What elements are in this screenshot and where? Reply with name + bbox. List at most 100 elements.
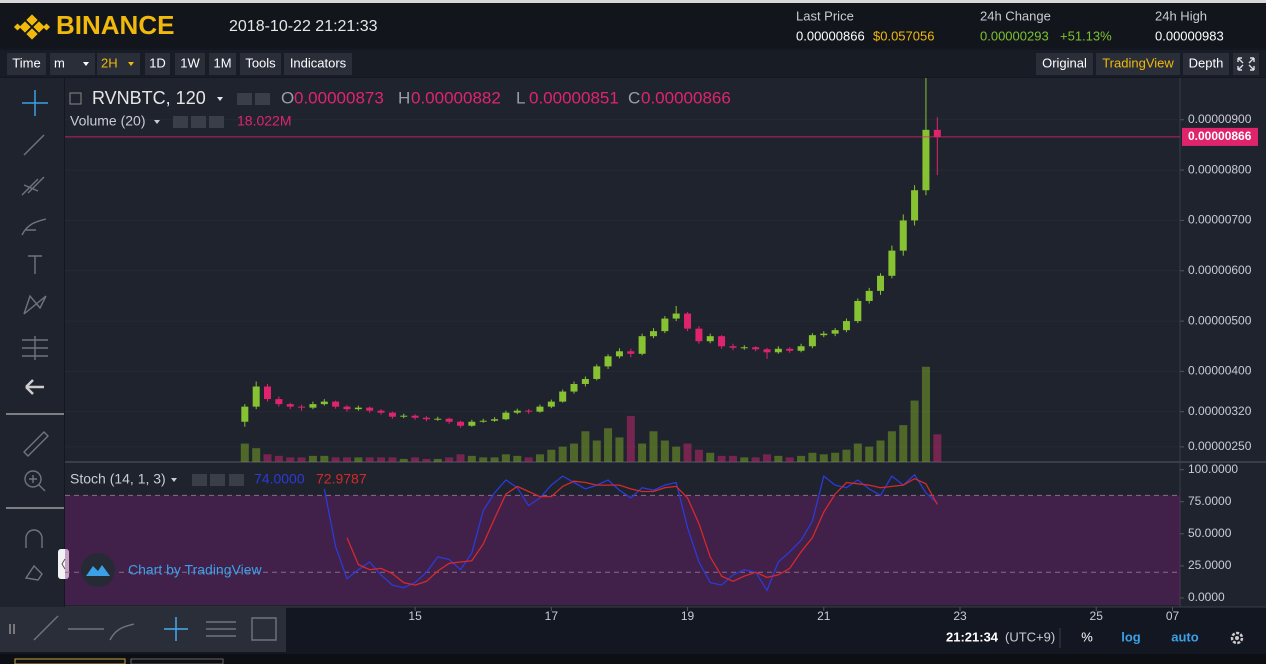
candle-body (354, 407, 362, 410)
toolbar-button[interactable] (1036, 53, 1093, 75)
settings-button[interactable] (1230, 631, 1244, 645)
legend-icon[interactable] (237, 93, 252, 105)
legend-value: 0.00000866 (641, 88, 731, 107)
y-tick-label: 50.0000 (1188, 526, 1232, 540)
toolbar-button[interactable] (175, 53, 205, 75)
bottom-strip (0, 654, 1266, 664)
toolbar-button[interactable] (284, 53, 352, 75)
volume-bar (570, 443, 579, 462)
volume-bar (342, 457, 351, 462)
volume-bar (842, 449, 851, 462)
y-tick-label: 0.00000320 (1188, 404, 1252, 418)
footer-button[interactable]: auto (1171, 629, 1199, 644)
indicator-value: 72.9787 (316, 471, 367, 487)
candle-body (888, 250, 896, 276)
collapse-button[interactable] (58, 549, 69, 579)
candle-body (740, 347, 748, 349)
volume-bar (445, 457, 454, 462)
collapse-arrow (61, 558, 66, 570)
volume-bar (456, 454, 465, 462)
volume-bar (433, 458, 442, 462)
toolbar-button[interactable] (1183, 53, 1229, 75)
candle-body (593, 366, 601, 379)
volume-bar (808, 452, 817, 462)
volume-bar (626, 415, 635, 462)
tool-palette-icons[interactable] (9, 615, 277, 641)
candle-body (581, 378, 589, 384)
dropdown-caret (128, 62, 134, 66)
footer-timezone: (UTC+9) (1005, 629, 1055, 644)
volume-bar (377, 457, 386, 462)
watermark: Chart by TradingView (81, 553, 262, 587)
volume-bar (660, 440, 669, 462)
x-tick-label: 21 (817, 609, 831, 623)
candle-body (298, 406, 306, 408)
candle-body (615, 351, 623, 357)
indicator-value: 74.0000 (254, 471, 305, 487)
toolbar-button[interactable] (240, 53, 281, 75)
legend-key: L (516, 88, 525, 107)
candle-body (400, 415, 408, 417)
y-tick-label: 0.00000700 (1188, 213, 1252, 227)
symbol-title: RVNBTC, 120 (92, 88, 206, 108)
legend-value: 0.00000851 (529, 88, 619, 107)
fullscreen-button[interactable] (1233, 53, 1259, 75)
volume-bar (411, 457, 420, 462)
candle-body (411, 415, 419, 418)
volume-bar (797, 455, 806, 462)
toolbar-button[interactable] (7, 53, 46, 75)
volume-bar (853, 443, 862, 462)
band-fill (65, 495, 1180, 605)
x-tick-label: 07 (1166, 609, 1180, 623)
toolbar-button[interactable] (209, 53, 236, 75)
drawing-tools[interactable] (6, 90, 64, 581)
legend-icon[interactable] (173, 116, 188, 128)
footer-button[interactable]: % (1081, 629, 1093, 644)
candle-body (752, 347, 760, 350)
toolbar-button[interactable] (97, 53, 140, 75)
volume-bar (524, 457, 533, 462)
candle-body (638, 336, 646, 354)
toolbar-label: Original (1042, 55, 1087, 70)
indicator-title: Stoch (14, 1, 3) (70, 471, 166, 487)
volume-bar (910, 400, 919, 462)
legend-toggle (69, 92, 82, 105)
legend-icon[interactable] (192, 474, 207, 486)
toolbar-button[interactable] (50, 53, 95, 75)
legend-icon[interactable] (210, 474, 225, 486)
logo-text[interactable]: BINANCE (56, 10, 174, 40)
toolbar-label: Indicators (290, 55, 347, 70)
dropdown-caret (171, 478, 177, 482)
volume-bar (320, 455, 329, 462)
volume-bar (649, 431, 658, 462)
candle-body (865, 290, 873, 301)
datetime: 2018-10-22 21:21:33 (229, 18, 378, 35)
volume-bar (604, 428, 613, 462)
volume-bar (933, 434, 942, 462)
toolbar-button[interactable] (145, 53, 170, 75)
candle-body (457, 421, 465, 426)
candle-body (445, 418, 453, 422)
legend-icon[interactable] (191, 116, 206, 128)
candle-body (649, 331, 657, 337)
volume-bar (513, 455, 522, 462)
legend-icon[interactable] (255, 93, 270, 105)
candle-body (286, 404, 294, 407)
candle-body (706, 336, 714, 342)
volume-bar (683, 443, 692, 462)
legend-icon[interactable] (229, 474, 244, 486)
toolbar-label: Time (12, 55, 40, 70)
candle-body (877, 275, 885, 291)
volume-bar (865, 446, 874, 462)
toolbar-label: 1D (149, 55, 166, 70)
stat-value: 0.00000983 (1155, 28, 1224, 43)
toolbar-button[interactable] (1096, 53, 1180, 75)
tab (130, 658, 224, 664)
toolbar-label: Depth (1189, 55, 1224, 70)
volume-bar (751, 457, 760, 462)
price-axis (1180, 78, 1266, 607)
footer-button[interactable]: log (1121, 629, 1141, 644)
candle-body (899, 220, 907, 251)
candle-body (718, 336, 726, 347)
legend-icon[interactable] (209, 116, 224, 128)
